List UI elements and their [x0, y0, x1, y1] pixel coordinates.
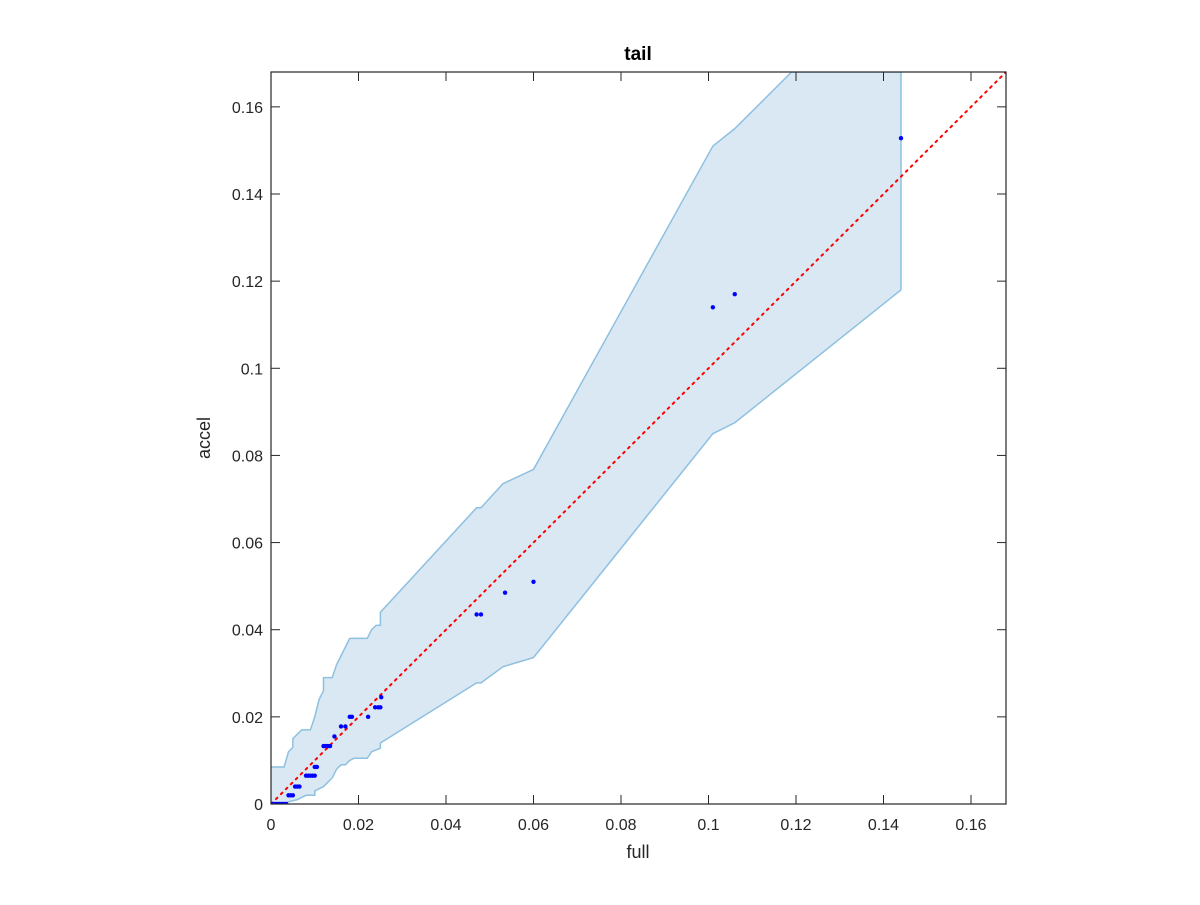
x-tick-label: 0.06 [518, 817, 549, 834]
data-point [379, 695, 384, 700]
data-point [378, 705, 383, 710]
data-point [732, 292, 737, 297]
confidence-band-fill [271, 72, 901, 804]
x-axis-label: full [626, 842, 649, 862]
data-point [327, 743, 333, 749]
confidence-band-lower-edge [271, 289, 902, 804]
data-point [349, 714, 355, 720]
data-point [312, 773, 317, 778]
y-tick-label: 0.16 [232, 100, 263, 117]
axes-layer: 0 0.02 0.04 0.06 0.08 0.1 0.12 0.14 0.16 0 0.02 0.0… [232, 71, 1007, 834]
x-tick-label: 0 [267, 817, 276, 834]
plot-layer [271, 72, 1006, 804]
confidence-band-upper-edge [271, 72, 901, 768]
x-tick-label: 0.14 [868, 817, 899, 834]
x-tick-label: 0.04 [430, 817, 461, 834]
y-tick-label: 0.04 [232, 623, 263, 640]
y-tick-label: 0.1 [241, 361, 263, 378]
data-point [365, 714, 371, 720]
y-axis-label: accel [194, 417, 214, 459]
data-point [898, 136, 904, 141]
x-tick-label: 0.12 [780, 817, 811, 834]
data-point [343, 724, 348, 729]
data-point [290, 793, 296, 798]
axes-frame [270, 71, 1007, 805]
data-point [332, 734, 337, 739]
data-point [710, 305, 716, 310]
data-point [297, 784, 302, 789]
y-tick-label: 0.02 [232, 710, 263, 727]
y-tick-label: 0.12 [232, 274, 263, 291]
data-point [531, 579, 536, 584]
data-point [338, 724, 344, 729]
data-point [474, 612, 479, 617]
x-tick-label: 0.16 [955, 817, 986, 834]
plot-area [271, 72, 1006, 804]
data-point [314, 764, 320, 770]
x-tick-label: 0.1 [697, 817, 719, 834]
y-tick-label: 0 [254, 797, 263, 814]
data-point [372, 705, 378, 710]
data-point [478, 612, 484, 617]
reference-diagonal-line [271, 72, 1006, 804]
y-tick-label: 0.06 [232, 536, 263, 553]
chart-title: tail [624, 44, 651, 65]
x-tick-label: 0.08 [605, 817, 636, 834]
x-tick-label: 0.02 [343, 817, 374, 834]
y-tick-label: 0.14 [232, 187, 263, 204]
y-tick-label: 0.08 [232, 448, 263, 465]
data-point [502, 590, 508, 595]
